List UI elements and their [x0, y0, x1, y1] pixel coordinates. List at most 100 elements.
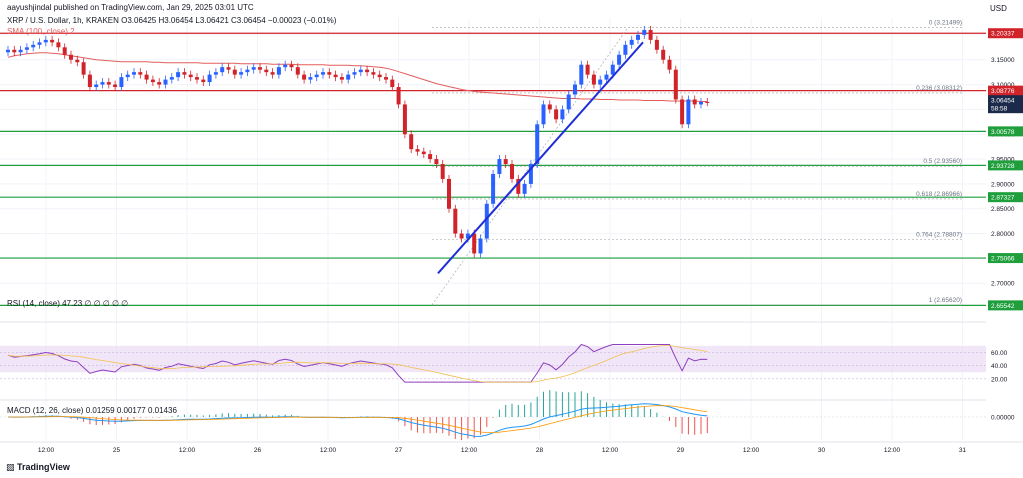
- candle-body: [163, 79, 168, 85]
- rsi-tick: 40.00: [991, 363, 1008, 370]
- candle-body: [81, 62, 86, 75]
- candle-body: [667, 59, 672, 70]
- candle-body: [138, 72, 143, 75]
- candle-body: [232, 69, 237, 75]
- price-tick: 2.70000: [991, 281, 1015, 288]
- time-tick: 30: [818, 447, 826, 454]
- candle-body: [283, 64, 288, 68]
- time-tick: 31: [959, 447, 967, 454]
- candle-body: [623, 44, 628, 55]
- candle-body: [150, 79, 155, 83]
- time-tick: 12:00: [743, 447, 760, 454]
- candle-body: [100, 82, 105, 85]
- candle-body: [18, 49, 23, 53]
- candle-body: [661, 49, 666, 60]
- candle-body: [276, 67, 281, 75]
- candle-body: [251, 67, 256, 70]
- candle-body: [106, 82, 111, 85]
- time-axis: 12:00 25 12:00 26 12:00 27 12:00 28 12:00 29 12:00…: [0, 441, 1023, 454]
- macd-legend: MACD (12, 26, close) 0.01259 0.00177 0.0…: [7, 406, 177, 415]
- level-tag: [988, 28, 1023, 39]
- level-tag: [988, 300, 1023, 311]
- candle-body: [6, 49, 10, 53]
- author-line: aayushjindal published on TradingView.co…: [7, 3, 254, 12]
- candle-body: [125, 74, 130, 78]
- candle-body: [648, 29, 653, 40]
- candle-body: [239, 72, 244, 75]
- level-tag: [988, 85, 1023, 96]
- candle-body: [339, 77, 344, 80]
- candle-body: [295, 67, 300, 75]
- candle-body: [182, 72, 187, 75]
- price-tick: 3.15000: [991, 57, 1015, 64]
- candle-body: [447, 178, 451, 209]
- fib-label: 0.618 (2.86966): [916, 191, 962, 198]
- candle-body: [579, 64, 584, 85]
- candle-body: [535, 124, 540, 165]
- sma-legend: SMA (100, close) 2: [7, 27, 75, 36]
- fib-label: 0.236 (3.08312): [916, 85, 962, 92]
- rsi-tick: 60.00: [991, 350, 1008, 357]
- candle-body: [62, 47, 67, 55]
- candle-body: [188, 74, 193, 78]
- candle-body: [352, 72, 357, 75]
- rsi-tick: 20.00: [991, 376, 1008, 383]
- candle-body: [629, 39, 634, 45]
- bar-countdown: 58:58: [991, 106, 1008, 113]
- candle-body: [346, 74, 351, 80]
- candle-body: [245, 69, 250, 73]
- time-tick: 12:00: [602, 447, 619, 454]
- time-tick: 12:00: [179, 447, 196, 454]
- price-tick: 3.10000: [991, 82, 1015, 89]
- candle-body: [705, 101, 710, 103]
- candle-body: [226, 67, 231, 70]
- current-price-tag: [988, 95, 1023, 114]
- candle-body: [390, 79, 395, 88]
- price-tick: 2.95000: [991, 157, 1015, 164]
- candle-body: [573, 84, 577, 95]
- candle-body: [673, 69, 678, 100]
- candle-body: [428, 154, 433, 160]
- candle-body: [465, 233, 470, 239]
- candle-body: [598, 79, 603, 85]
- time-tick: 12:00: [461, 447, 478, 454]
- bullish-trend-line[interactable]: [437, 41, 644, 274]
- candle-body: [409, 134, 414, 150]
- grid: [0, 18, 986, 440]
- candle-body: [699, 101, 703, 105]
- candle-body: [472, 233, 477, 254]
- time-tick: 28: [536, 447, 544, 454]
- candle-body: [453, 208, 458, 234]
- candle-body: [680, 99, 685, 125]
- candle-body: [377, 74, 382, 78]
- candle-body: [686, 99, 691, 125]
- candle-body: [87, 74, 92, 88]
- candle-body: [396, 87, 401, 105]
- signal-line: [8, 405, 708, 433]
- candle-body: [654, 39, 659, 50]
- candle-body: [384, 77, 388, 80]
- candle-body: [302, 74, 307, 80]
- candle-body: [541, 104, 546, 125]
- candle-body: [459, 233, 464, 239]
- candle-body: [371, 72, 376, 75]
- candle-body: [478, 238, 483, 254]
- level-tag-label: 3.08776: [991, 88, 1015, 95]
- level-tag: [988, 253, 1023, 264]
- price-tick: 2.80000: [991, 231, 1015, 238]
- candle-body: [642, 29, 647, 35]
- level-tag-label: 3.00578: [991, 129, 1015, 136]
- candle-body: [503, 159, 508, 165]
- candle-body: [220, 67, 225, 73]
- candle-body: [43, 39, 48, 43]
- price-tick: 2.85000: [991, 206, 1015, 213]
- horizontal-levels: [0, 32, 986, 306]
- candle-body: [75, 59, 80, 63]
- rsi-pane: 20.00 40.00 60.00: [0, 321, 1008, 383]
- candle-body: [547, 104, 552, 110]
- candle-body: [176, 72, 181, 78]
- candle-body: [119, 77, 124, 88]
- level-tag-label: 2.93728: [991, 163, 1015, 170]
- candle-body: [636, 34, 640, 40]
